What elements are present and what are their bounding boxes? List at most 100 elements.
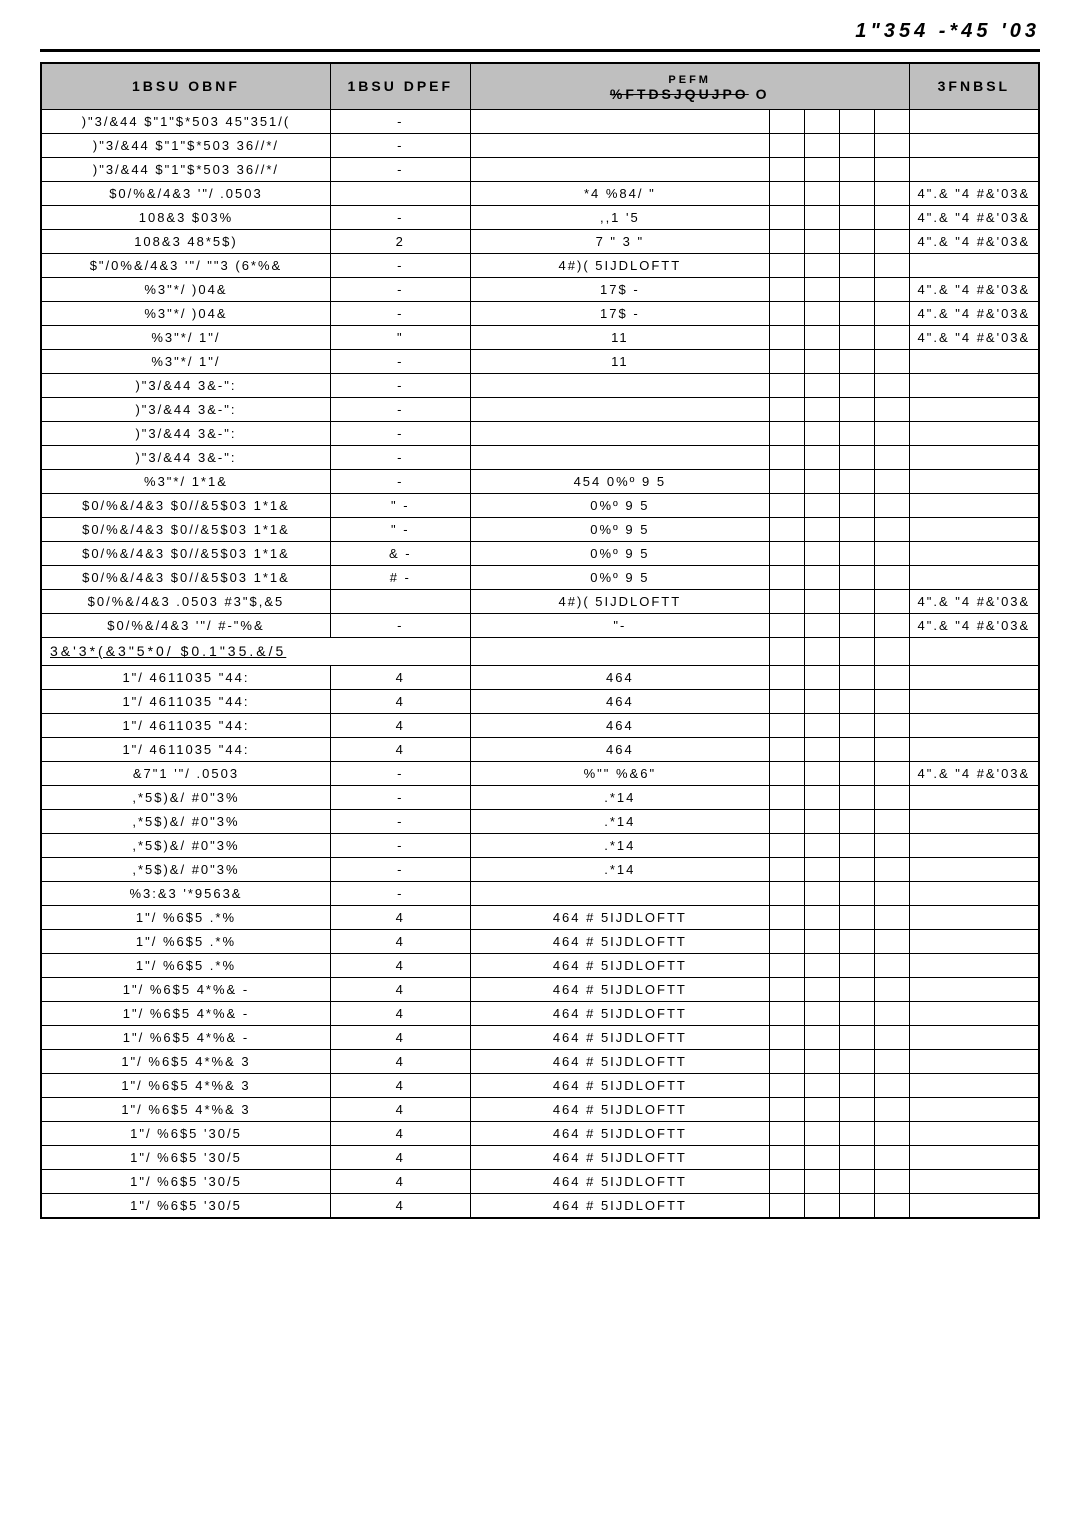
cell [770,277,805,301]
cell [909,565,1039,589]
cell: 1"/ 4611035 "44: [41,665,330,689]
cell [909,1073,1039,1097]
cell [909,373,1039,397]
cell [804,1025,839,1049]
cell: - [330,469,470,493]
cell: .*14 [470,857,769,881]
cell: 1"/ %6$5 4*%& 3 [41,1073,330,1097]
cell: 1"/ %6$5 '30/5 [41,1193,330,1218]
cell: - [330,397,470,421]
cell: 0%º 9 5 [470,517,769,541]
cell: 464 # 5IJDLOFTT [470,905,769,929]
cell: - [330,613,470,637]
cell [909,857,1039,881]
cell [804,253,839,277]
col-part-name: 1BSU OBNF [41,63,330,109]
cell: - [330,349,470,373]
cell: 454 0%º 9 5 [470,469,769,493]
cell [874,445,909,469]
cell [874,953,909,977]
cell: " - [330,517,470,541]
cell [839,325,874,349]
cell [804,301,839,325]
cell: &7"1 '"/ .0503 [41,761,330,785]
cell: 464 # 5IJDLOFTT [470,953,769,977]
cell [874,397,909,421]
cell [874,809,909,833]
cell [804,637,839,665]
cell: " - [330,493,470,517]
cell: 1"/ %6$5 4*%& - [41,1001,330,1025]
cell [909,349,1039,373]
cell [909,809,1039,833]
cell [839,157,874,181]
cell: 464 # 5IJDLOFTT [470,1145,769,1169]
cell [770,325,805,349]
table-row: %3"*/ 1"/-11 [41,349,1039,373]
cell [770,133,805,157]
cell: 1"/ %6$5 4*%& - [41,1025,330,1049]
table-row: $0/%&/4&3 $0//&5$03 1*1&# -0%º 9 5 [41,565,1039,589]
cell [909,785,1039,809]
cell: .*14 [470,833,769,857]
cell: $0/%&/4&3 $0//&5$03 1*1& [41,565,330,589]
cell [874,133,909,157]
cell: - [330,373,470,397]
col-part-code: 1BSU DPEF [330,63,470,109]
cell: 17$ - [470,301,769,325]
cell: - [330,421,470,445]
cell: $"/0%&/4&3 '"/ ""3 (6*%& [41,253,330,277]
cell: 464 # 5IJDLOFTT [470,1169,769,1193]
table-row: 1"/ %6$5 '30/54464 # 5IJDLOFTT [41,1169,1039,1193]
cell [770,713,805,737]
table-row: 1"/ %6$5 4*%& 34464 # 5IJDLOFTT [41,1049,1039,1073]
cell: 464 # 5IJDLOFTT [470,1097,769,1121]
cell [839,301,874,325]
cell: 4 [330,689,470,713]
cell [839,929,874,953]
cell [909,541,1039,565]
cell: 4".& "4 #&'03& [909,205,1039,229]
cell [874,713,909,737]
cell [804,737,839,761]
page-title: 1"354 -*45 '03 [40,20,1040,52]
cell: $0/%&/4&3 .0503 #3"$,&5 [41,589,330,613]
cell [770,349,805,373]
cell: - [330,857,470,881]
cell: 1"/ %6$5 '30/5 [41,1145,330,1169]
cell [839,493,874,517]
cell [839,905,874,929]
cell [839,469,874,493]
table-row: &7"1 '"/ .0503-%"" %&6"4".& "4 #&'03& [41,761,1039,785]
cell: 1"/ %6$5 '30/5 [41,1121,330,1145]
cell [770,857,805,881]
cell: )"3/&44 $"1"$*503 36//*/ [41,133,330,157]
cell [909,881,1039,905]
cell: ,*5$)&/ #0"3% [41,785,330,809]
cell: 464 # 5IJDLOFTT [470,977,769,1001]
cell: 108&3 $03% [41,205,330,229]
cell [770,977,805,1001]
cell: 0%º 9 5 [470,541,769,565]
cell [770,689,805,713]
cell [874,181,909,205]
cell: 4".& "4 #&'03& [909,229,1039,253]
cell [874,1121,909,1145]
cell [770,205,805,229]
cell [909,493,1039,517]
cell [804,589,839,613]
cell: 464 [470,665,769,689]
table-row: )"3/&44 3&-":- [41,373,1039,397]
cell [874,541,909,565]
cell [470,881,769,905]
cell [804,833,839,857]
cell [470,133,769,157]
cell [839,809,874,833]
cell: 464 # 5IJDLOFTT [470,1073,769,1097]
cell: ,*5$)&/ #0"3% [41,833,330,857]
cell [909,157,1039,181]
cell [770,589,805,613]
table-row: )"3/&44 $"1"$*503 45"351/(- [41,109,1039,133]
cell [909,1169,1039,1193]
cell: %3"*/ 1*1& [41,469,330,493]
